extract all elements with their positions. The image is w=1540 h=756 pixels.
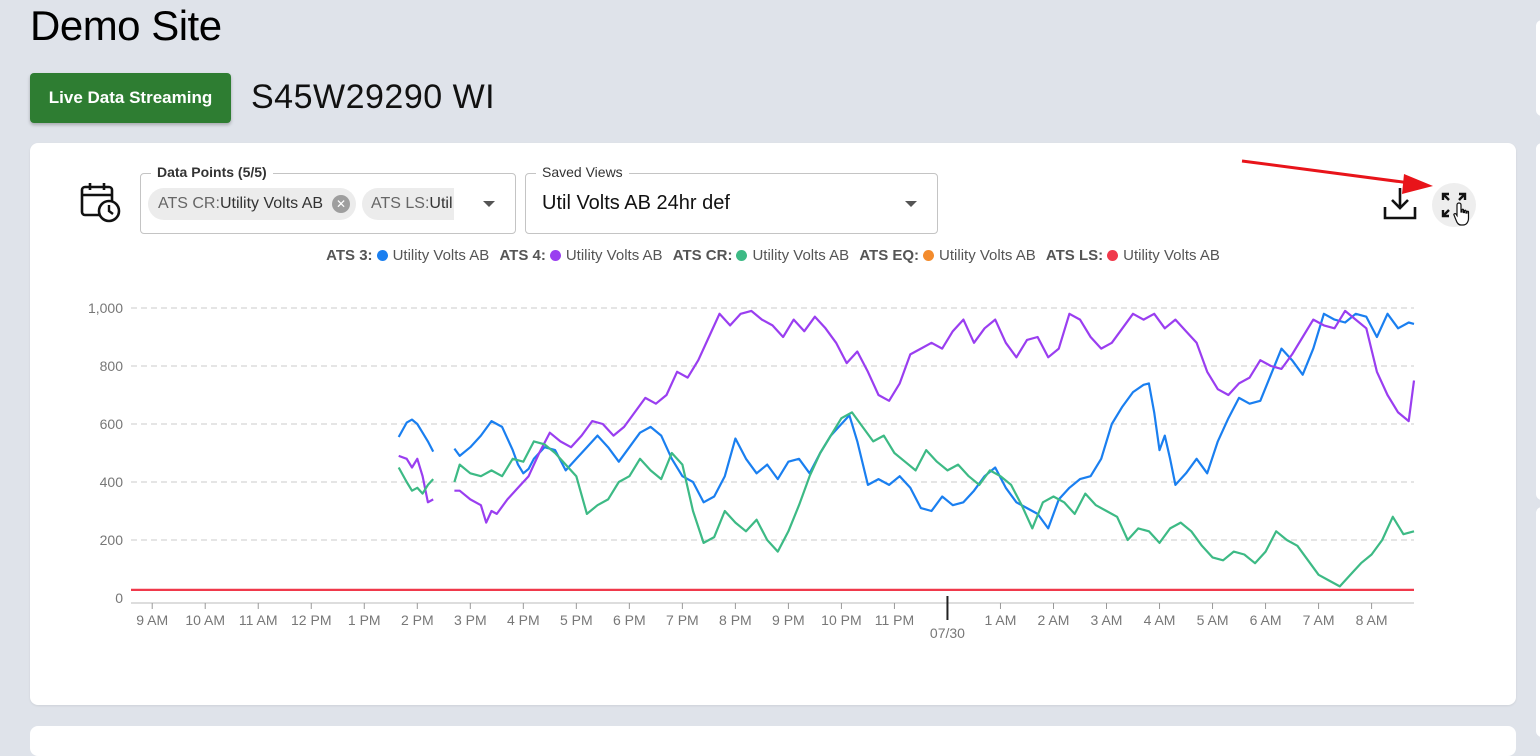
x-tick-label: 3 PM xyxy=(454,612,487,628)
legend-label: Utility Volts AB xyxy=(565,247,663,264)
x-tick-label: 10 PM xyxy=(821,612,861,628)
side-card-bottom xyxy=(1536,507,1540,737)
series-line-1 xyxy=(454,309,1416,524)
saved-views-select[interactable]: Saved Views Util Volts AB 24hr def xyxy=(525,164,938,234)
legend-label: Utility Volts AB xyxy=(1123,247,1220,264)
series-line-2 xyxy=(453,411,1415,588)
x-tick-label: 1 PM xyxy=(348,612,381,628)
y-tick-label: 200 xyxy=(100,532,124,548)
chart-legend: ATS 3: Utility Volts AB ATS 4: Utility Vol… xyxy=(30,247,1516,264)
chip-prefix: ATS LS: xyxy=(371,195,430,212)
x-tick-label: 5 AM xyxy=(1197,612,1229,628)
y-tick-label: 400 xyxy=(100,474,124,490)
x-tick-label: 7 AM xyxy=(1303,612,1335,628)
chip-prefix: ATS CR: xyxy=(158,195,220,212)
x-tick-label: 6 AM xyxy=(1250,612,1282,628)
date-label: 07/30 xyxy=(930,625,965,641)
saved-views-value: Util Volts AB 24hr def xyxy=(542,192,730,214)
series-line-1 xyxy=(398,454,434,504)
chip-remove-icon[interactable]: ✕ xyxy=(332,195,350,213)
x-tick-label: 10 AM xyxy=(185,612,225,628)
download-icon[interactable] xyxy=(1382,185,1418,221)
chip-text: Utility Volts AB xyxy=(219,195,324,212)
legend-item-ats4[interactable]: ATS 4: Utility Volts AB xyxy=(499,247,662,264)
x-tick-label: 2 PM xyxy=(401,612,434,628)
x-tick-label: 3 AM xyxy=(1091,612,1123,628)
legend-label: Utility Volts AB xyxy=(752,247,850,264)
x-tick-label: 9 AM xyxy=(136,612,168,628)
legend-device: ATS 3: xyxy=(326,247,373,264)
data-points-select[interactable]: Data Points (5/5) ATS CR: Utility Volts A… xyxy=(140,164,516,234)
y-tick-label: 600 xyxy=(100,416,124,432)
series-line-2 xyxy=(397,466,435,495)
series-line-0 xyxy=(453,312,1415,530)
chevron-down-icon[interactable] xyxy=(483,201,495,207)
legend-dot xyxy=(1107,250,1119,261)
x-tick-label: 12 PM xyxy=(291,612,331,628)
legend-label: Utility Volts AB xyxy=(939,247,1036,264)
site-code: S45W29290 WI xyxy=(251,78,496,116)
legend-device: ATS LS: xyxy=(1045,247,1104,264)
legend-device: ATS EQ: xyxy=(859,247,920,264)
legend-item-atsls[interactable]: ATS LS: Utility Volts AB xyxy=(1046,247,1220,264)
y-tick-label: 800 xyxy=(100,358,124,374)
chip-text: Util xyxy=(429,195,453,212)
x-tick-label: 9 PM xyxy=(772,612,805,628)
chevron-down-icon[interactable] xyxy=(905,201,917,207)
page-title: Demo Site xyxy=(30,2,222,49)
x-tick-label: 7 PM xyxy=(666,612,699,628)
legend-dot xyxy=(376,250,388,261)
legend-device: ATS CR: xyxy=(672,247,733,264)
legend-item-atscr[interactable]: ATS CR: Utility Volts AB xyxy=(673,247,849,264)
legend-device: ATS 4: xyxy=(499,247,546,264)
saved-views-label: Saved Views xyxy=(536,164,629,180)
legend-label: Utility Volts AB xyxy=(392,247,490,264)
legend-item-atseq[interactable]: ATS EQ: Utility Volts AB xyxy=(859,247,1035,264)
chart-card: Data Points (5/5) ATS CR: Utility Volts A… xyxy=(30,143,1516,705)
x-tick-label: 6 PM xyxy=(613,612,646,628)
x-tick-label: 11 PM xyxy=(875,612,914,628)
x-tick-label: 8 PM xyxy=(719,612,752,628)
x-tick-label: 8 AM xyxy=(1356,612,1388,628)
series-line-0 xyxy=(397,418,435,453)
side-card-middle xyxy=(1536,143,1540,500)
legend-item-ats3[interactable]: ATS 3: Utility Volts AB xyxy=(326,247,489,264)
data-points-label: Data Points (5/5) xyxy=(151,164,273,180)
calendar-clock-icon[interactable] xyxy=(80,181,122,223)
data-point-chip[interactable]: ATS LS: Util xyxy=(362,188,454,220)
x-tick-label: 4 PM xyxy=(507,612,540,628)
bottom-card xyxy=(30,726,1516,756)
line-chart: 0 200 400 600 800 1,000 9 AM 10 AM 11 AM 12 PM 1 P… xyxy=(88,300,1416,641)
legend-dot xyxy=(923,250,935,261)
legend-dot xyxy=(549,250,561,261)
y-tick-label: 1,000 xyxy=(88,300,123,316)
x-tick-label: 2 AM xyxy=(1038,612,1070,628)
side-card-top xyxy=(1536,20,1540,116)
y-tick-label: 0 xyxy=(115,590,123,606)
x-tick-label: 4 AM xyxy=(1144,612,1176,628)
legend-dot xyxy=(736,250,748,261)
x-tick-label: 5 PM xyxy=(560,612,593,628)
x-tick-label: 11 AM xyxy=(239,612,278,628)
live-data-streaming-button[interactable]: Live Data Streaming xyxy=(30,73,231,123)
data-point-chip[interactable]: ATS CR: Utility Volts AB ✕ xyxy=(148,188,356,220)
x-tick-label: 1 AM xyxy=(985,612,1017,628)
